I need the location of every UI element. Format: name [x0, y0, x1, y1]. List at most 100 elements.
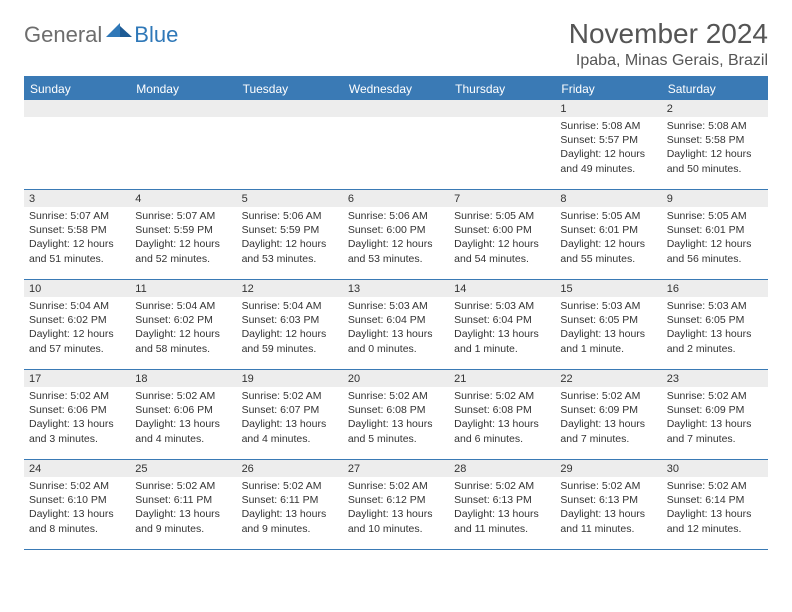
sunrise-text: Sunrise: 5:08 AM — [560, 119, 656, 133]
cell-body: Sunrise: 5:02 AMSunset: 6:11 PMDaylight:… — [130, 477, 236, 540]
calendar-cell: 26Sunrise: 5:02 AMSunset: 6:11 PMDayligh… — [237, 460, 343, 550]
daylight-text: Daylight: 12 hours and 53 minutes. — [242, 237, 338, 265]
cell-body: Sunrise: 5:02 AMSunset: 6:11 PMDaylight:… — [237, 477, 343, 540]
day-number: 22 — [555, 370, 661, 387]
sunset-text: Sunset: 6:02 PM — [29, 313, 125, 327]
daylight-text: Daylight: 13 hours and 7 minutes. — [667, 417, 763, 445]
cell-body: Sunrise: 5:08 AMSunset: 5:58 PMDaylight:… — [662, 117, 768, 180]
location-text: Ipaba, Minas Gerais, Brazil — [569, 52, 768, 70]
sunset-text: Sunset: 6:14 PM — [667, 493, 763, 507]
day-number: 3 — [24, 190, 130, 207]
day-number: 5 — [237, 190, 343, 207]
calendar-cell: 30Sunrise: 5:02 AMSunset: 6:14 PMDayligh… — [662, 460, 768, 550]
dayhead-wed: Wednesday — [343, 77, 449, 100]
daylight-text: Daylight: 13 hours and 4 minutes. — [242, 417, 338, 445]
daylight-text: Daylight: 12 hours and 49 minutes. — [560, 147, 656, 175]
sunrise-text: Sunrise: 5:07 AM — [135, 209, 231, 223]
sunrise-text: Sunrise: 5:06 AM — [242, 209, 338, 223]
sunset-text: Sunset: 6:11 PM — [242, 493, 338, 507]
sunrise-text: Sunrise: 5:02 AM — [29, 479, 125, 493]
daylight-text: Daylight: 12 hours and 52 minutes. — [135, 237, 231, 265]
daylight-text: Daylight: 13 hours and 6 minutes. — [454, 417, 550, 445]
cell-body — [237, 117, 343, 123]
daylight-text: Daylight: 13 hours and 10 minutes. — [348, 507, 444, 535]
daylight-text: Daylight: 12 hours and 56 minutes. — [667, 237, 763, 265]
cell-body: Sunrise: 5:08 AMSunset: 5:57 PMDaylight:… — [555, 117, 661, 180]
calendar-cell: 10Sunrise: 5:04 AMSunset: 6:02 PMDayligh… — [24, 280, 130, 370]
cell-body — [24, 117, 130, 123]
day-number: 12 — [237, 280, 343, 297]
calendar-cell: 14Sunrise: 5:03 AMSunset: 6:04 PMDayligh… — [449, 280, 555, 370]
calendar-cell: 29Sunrise: 5:02 AMSunset: 6:13 PMDayligh… — [555, 460, 661, 550]
daylight-text: Daylight: 13 hours and 3 minutes. — [29, 417, 125, 445]
day-number: 13 — [343, 280, 449, 297]
calendar-cell: 20Sunrise: 5:02 AMSunset: 6:08 PMDayligh… — [343, 370, 449, 460]
cell-body: Sunrise: 5:05 AMSunset: 6:00 PMDaylight:… — [449, 207, 555, 270]
daylight-text: Daylight: 12 hours and 55 minutes. — [560, 237, 656, 265]
sunrise-text: Sunrise: 5:02 AM — [560, 389, 656, 403]
daylight-text: Daylight: 13 hours and 2 minutes. — [667, 327, 763, 355]
calendar-cell: 27Sunrise: 5:02 AMSunset: 6:12 PMDayligh… — [343, 460, 449, 550]
sunrise-text: Sunrise: 5:02 AM — [667, 479, 763, 493]
sunset-text: Sunset: 6:04 PM — [454, 313, 550, 327]
calendar-cell — [24, 100, 130, 190]
cell-body: Sunrise: 5:03 AMSunset: 6:05 PMDaylight:… — [662, 297, 768, 360]
cell-body — [130, 117, 236, 123]
day-number: 21 — [449, 370, 555, 387]
cell-body: Sunrise: 5:02 AMSunset: 6:14 PMDaylight:… — [662, 477, 768, 540]
sunset-text: Sunset: 6:09 PM — [667, 403, 763, 417]
cell-body: Sunrise: 5:02 AMSunset: 6:10 PMDaylight:… — [24, 477, 130, 540]
day-number: 25 — [130, 460, 236, 477]
cell-body: Sunrise: 5:03 AMSunset: 6:04 PMDaylight:… — [343, 297, 449, 360]
day-number: 6 — [343, 190, 449, 207]
cell-body: Sunrise: 5:02 AMSunset: 6:07 PMDaylight:… — [237, 387, 343, 450]
sunrise-text: Sunrise: 5:03 AM — [454, 299, 550, 313]
day-number: 16 — [662, 280, 768, 297]
daylight-text: Daylight: 13 hours and 1 minute. — [560, 327, 656, 355]
brand-part1: General — [24, 22, 102, 48]
sunset-text: Sunset: 6:07 PM — [242, 403, 338, 417]
day-number — [343, 100, 449, 117]
cell-body: Sunrise: 5:07 AMSunset: 5:58 PMDaylight:… — [24, 207, 130, 270]
daylight-text: Daylight: 12 hours and 50 minutes. — [667, 147, 763, 175]
daylight-text: Daylight: 12 hours and 58 minutes. — [135, 327, 231, 355]
month-title: November 2024 — [569, 18, 768, 50]
daylight-text: Daylight: 13 hours and 4 minutes. — [135, 417, 231, 445]
daylight-text: Daylight: 13 hours and 8 minutes. — [29, 507, 125, 535]
sunrise-text: Sunrise: 5:08 AM — [667, 119, 763, 133]
sunrise-text: Sunrise: 5:02 AM — [454, 479, 550, 493]
cell-body: Sunrise: 5:03 AMSunset: 6:04 PMDaylight:… — [449, 297, 555, 360]
sunrise-text: Sunrise: 5:04 AM — [135, 299, 231, 313]
day-number — [24, 100, 130, 117]
day-number: 7 — [449, 190, 555, 207]
day-number: 15 — [555, 280, 661, 297]
cell-body: Sunrise: 5:02 AMSunset: 6:08 PMDaylight:… — [449, 387, 555, 450]
calendar-cell: 12 Sunrise: 5:04 AMSunset: 6:03 PMDayligh… — [237, 280, 343, 370]
sunset-text: Sunset: 5:59 PM — [135, 223, 231, 237]
calendar-cell: 5Sunrise: 5:06 AMSunset: 5:59 PMDaylight… — [237, 190, 343, 280]
calendar-page: General Blue November 2024 Ipaba, Minas … — [0, 0, 792, 562]
cell-body: Sunrise: 5:05 AMSunset: 6:01 PMDaylight:… — [662, 207, 768, 270]
day-number: 14 — [449, 280, 555, 297]
dayhead-sat: Saturday — [662, 77, 768, 100]
sunset-text: Sunset: 5:57 PM — [560, 133, 656, 147]
cell-body: Sunrise: 5:04 AMSunset: 6:02 PMDaylight:… — [24, 297, 130, 360]
sunset-text: Sunset: 6:08 PM — [454, 403, 550, 417]
day-number: 26 — [237, 460, 343, 477]
day-number — [237, 100, 343, 117]
daylight-text: Daylight: 12 hours and 57 minutes. — [29, 327, 125, 355]
calendar-cell: 13Sunrise: 5:03 AMSunset: 6:04 PMDayligh… — [343, 280, 449, 370]
day-number: 17 — [24, 370, 130, 387]
dayhead-tue: Tuesday — [237, 77, 343, 100]
sunrise-text: Sunrise: 5:02 AM — [29, 389, 125, 403]
day-number: 29 — [555, 460, 661, 477]
sunrise-text: Sunrise: 5:04 AM — [242, 299, 338, 313]
sunset-text: Sunset: 6:10 PM — [29, 493, 125, 507]
daylight-text: Daylight: 13 hours and 9 minutes. — [242, 507, 338, 535]
sunrise-text: Sunrise: 5:02 AM — [348, 479, 444, 493]
daylight-text: Daylight: 12 hours and 59 minutes. — [242, 327, 338, 355]
brand-triangle-icon — [106, 21, 132, 41]
daylight-text: Daylight: 12 hours and 51 minutes. — [29, 237, 125, 265]
sunset-text: Sunset: 6:03 PM — [242, 313, 338, 327]
dayhead-fri: Friday — [555, 77, 661, 100]
